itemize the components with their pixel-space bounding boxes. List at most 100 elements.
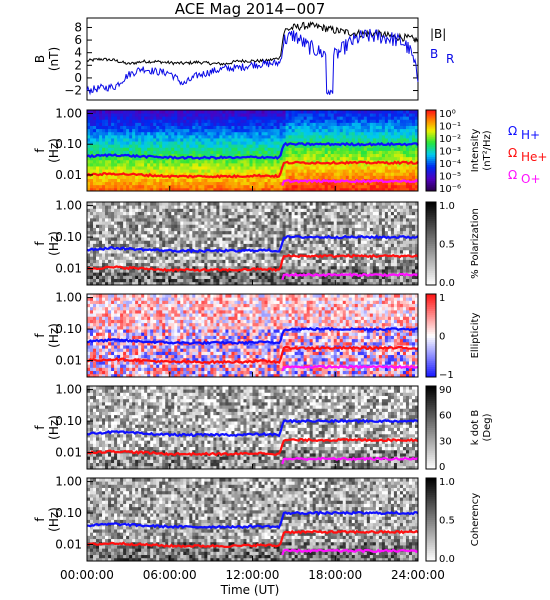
spectrogram-cell: [313, 212, 316, 216]
spectrogram-cell: [370, 185, 373, 189]
spectrogram-cell: [147, 259, 150, 263]
spectrogram-cell: [141, 138, 144, 142]
spectrogram-cell: [153, 218, 156, 222]
spectrogram-cell: [186, 166, 189, 170]
spectrogram-cell: [159, 224, 162, 228]
spectrogram-cell: [138, 147, 141, 151]
spectrogram-cell: [129, 151, 132, 155]
spectrogram-cell: [271, 169, 274, 173]
spectrogram-cell: [105, 240, 108, 244]
spectrogram-cell: [210, 135, 213, 139]
spectrogram-cell: [156, 202, 159, 206]
spectrogram-cell: [183, 202, 186, 206]
spectrogram-cell: [228, 116, 231, 120]
spectrogram-cell: [240, 244, 243, 248]
spectrogram-cell: [111, 116, 114, 120]
colorbar-tick-label: 10⁻⁴: [439, 159, 461, 170]
spectrogram-cell: [376, 147, 379, 151]
spectrogram-cell: [156, 138, 159, 142]
spectrogram-cell: [316, 208, 319, 212]
spectrogram-cell: [409, 135, 412, 139]
spectrogram-cell: [102, 275, 105, 279]
spectrogram-cell: [274, 247, 277, 251]
spectrogram-cell: [409, 110, 412, 114]
spectrogram-cell: [156, 160, 159, 164]
spectrogram-cell: [162, 240, 165, 244]
spectrogram-cell: [222, 144, 225, 148]
spectrogram-cell: [117, 215, 120, 219]
spectrogram-cell: [180, 208, 183, 212]
spectrogram-cell: [90, 231, 93, 235]
spectrogram-cell: [289, 129, 292, 133]
spectrogram-cell: [262, 256, 265, 260]
spectrogram-cell: [283, 116, 286, 120]
spectrogram-cell: [156, 119, 159, 123]
spectrogram-cell: [111, 166, 114, 170]
spectrogram-cell: [135, 253, 138, 257]
spectrogram-cell: [246, 231, 249, 235]
spectrogram-cell: [177, 147, 180, 151]
spectrogram-cell: [132, 126, 135, 130]
spectrogram-cell: [268, 208, 271, 212]
spectrogram-cell: [153, 163, 156, 167]
spectrogram-cell: [90, 215, 93, 219]
spectrogram-cell: [355, 185, 358, 189]
spectrogram-cell: [165, 169, 168, 173]
spectrogram-cell: [304, 119, 307, 123]
spectrogram-cell: [168, 141, 171, 145]
spectrogram-cell: [249, 122, 252, 126]
spectrogram-cell: [313, 202, 316, 206]
spectrogram-cell: [117, 147, 120, 151]
spectrogram-cell: [355, 157, 358, 161]
spectrogram-cell: [382, 132, 385, 136]
spectrogram-cell: [108, 147, 111, 151]
spectrogram-cell: [198, 244, 201, 248]
spectrogram-cell: [222, 231, 225, 235]
spectrogram-cell: [135, 163, 138, 167]
spectrogram-cell: [301, 279, 304, 283]
spectrogram-cell: [253, 231, 256, 235]
spectrogram-cell: [262, 234, 265, 238]
spectrogram-cell: [132, 224, 135, 228]
spectrogram-cell: [174, 129, 177, 133]
spectrogram-cell: [186, 218, 189, 222]
spectrogram-cell: [343, 147, 346, 151]
spectrogram-cell: [162, 212, 165, 216]
spectrogram-cell: [219, 244, 222, 248]
spectrogram-cell: [246, 166, 249, 170]
spectrogram-cell: [283, 231, 286, 235]
spectrogram-cell: [102, 224, 105, 228]
spectrogram-cell: [192, 237, 195, 241]
spectrogram-cell: [198, 151, 201, 155]
spectrogram-cell: [141, 237, 144, 241]
spectrogram-cell: [192, 253, 195, 257]
spectrogram-cell: [141, 224, 144, 228]
spectrogram-cell: [277, 147, 280, 151]
spectrogram-cell: [93, 272, 96, 276]
spectrogram-cell: [219, 212, 222, 216]
spectrogram-cell: [216, 113, 219, 117]
spectrogram-cell: [253, 110, 256, 114]
spectrogram-cell: [352, 147, 355, 151]
spectrogram-cell: [228, 185, 231, 189]
spectrogram-cell: [237, 202, 240, 206]
spectrogram-cell: [126, 147, 129, 151]
spectrogram-cell: [259, 129, 262, 133]
spectrogram-cell: [231, 151, 234, 155]
spectrogram-cell: [313, 259, 316, 263]
spectrogram-cell: [313, 185, 316, 189]
spectrogram-cell: [340, 129, 343, 133]
spectrogram-cell: [162, 122, 165, 126]
spectrogram-cell: [183, 116, 186, 120]
spectrogram-cell: [207, 122, 210, 126]
spectrogram-cell: [153, 237, 156, 241]
spectrogram-cell: [271, 237, 274, 241]
spectrogram-cell: [195, 163, 198, 167]
spectrogram-cell: [126, 160, 129, 164]
spectrogram-cell: [219, 110, 222, 114]
spectrogram-cell: [358, 129, 361, 133]
spectrogram-cell: [114, 132, 117, 136]
spectrogram-cell: [228, 234, 231, 238]
spectrogram-cell: [102, 237, 105, 241]
spectrogram-cell: [280, 160, 283, 164]
